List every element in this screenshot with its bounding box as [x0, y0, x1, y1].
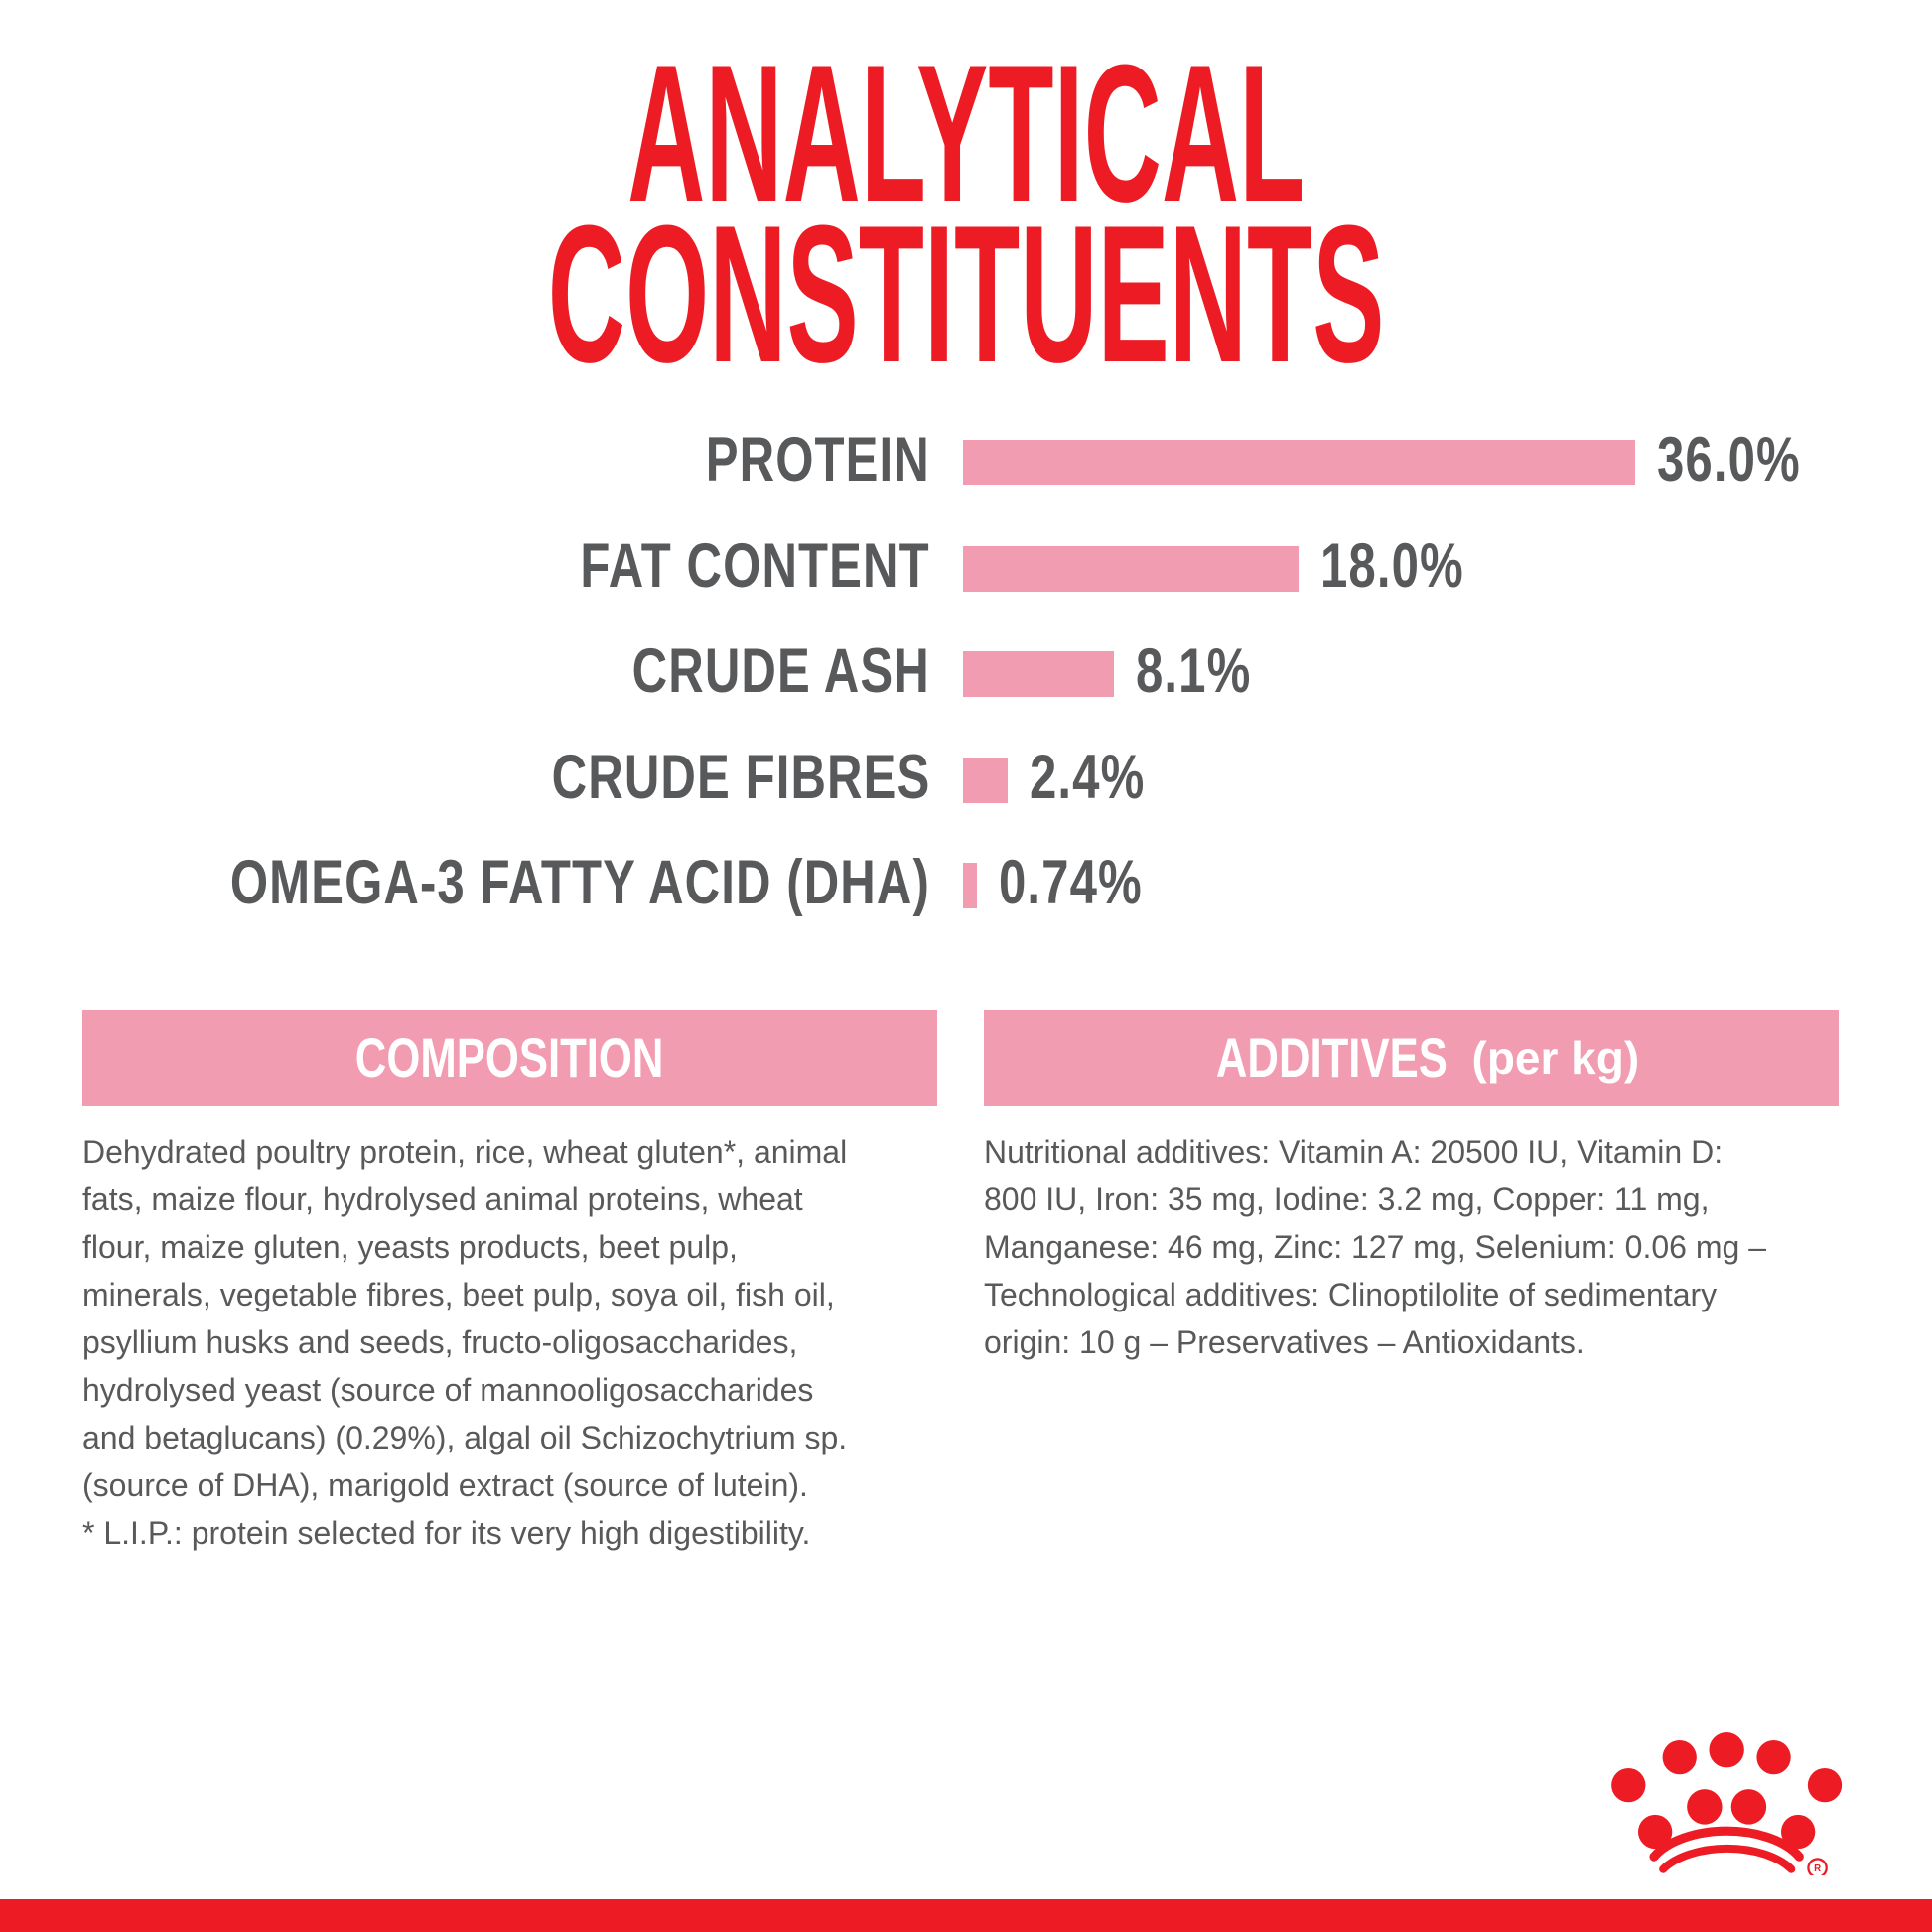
svg-text:R: R	[1814, 1863, 1821, 1874]
